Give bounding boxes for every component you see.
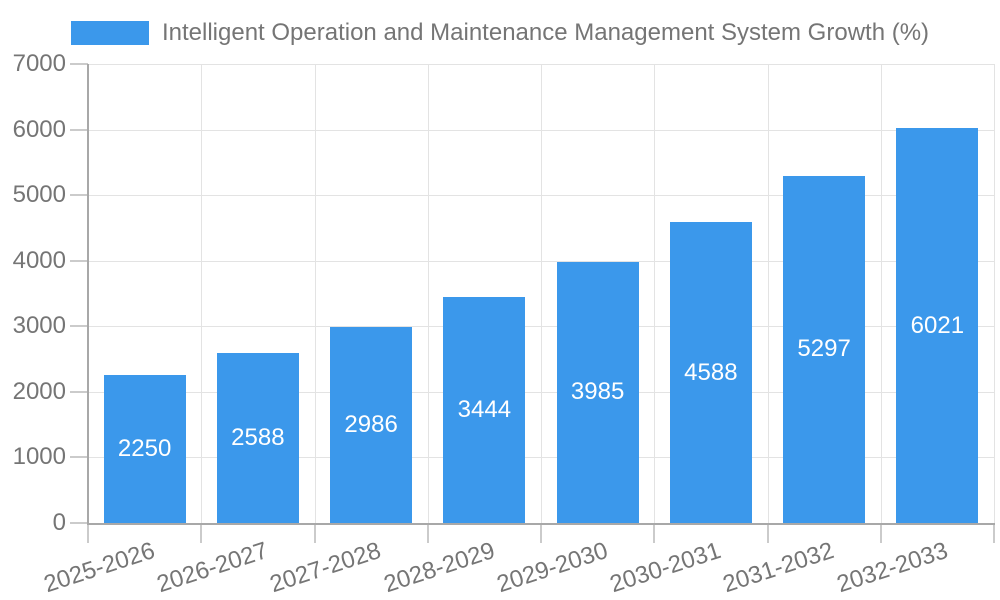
- bar[interactable]: [216, 353, 299, 523]
- x-tick: [87, 523, 89, 543]
- v-gridline: [654, 64, 656, 523]
- y-tick: [70, 194, 88, 197]
- x-tick: [540, 523, 542, 543]
- bar-value-label: 2986: [344, 411, 398, 439]
- v-gridline: [880, 64, 882, 523]
- y-axis-label: 7000: [12, 50, 66, 77]
- bar-value-label: 5297: [797, 335, 851, 363]
- v-gridline: [541, 64, 542, 523]
- x-tick: [653, 523, 656, 543]
- bar[interactable]: [556, 261, 639, 523]
- y-axis-label: 0: [52, 509, 66, 536]
- bar-value-label: 2588: [231, 424, 285, 452]
- y-axis-label: 6000: [12, 115, 66, 143]
- legend: Intelligent Operation and Maintenance Ma…: [0, 19, 1000, 47]
- y-axis-label: 5000: [12, 181, 66, 209]
- y-axis-label: 2000: [12, 377, 66, 405]
- y-tick: [70, 63, 88, 65]
- v-gridline: [201, 64, 203, 523]
- x-tick: [993, 523, 995, 543]
- x-axis-label: 2031-2032: [719, 537, 838, 599]
- y-axis-label: 4000: [12, 246, 66, 274]
- x-tick: [200, 523, 203, 543]
- bar-value-label: 3985: [570, 378, 625, 406]
- bar-value-label: 2250: [117, 435, 172, 463]
- v-gridline: [994, 64, 995, 523]
- legend-item[interactable]: Intelligent Operation and Maintenance Ma…: [70, 19, 930, 47]
- y-tick: [70, 456, 88, 459]
- x-axis-label: 2032-2033: [833, 537, 951, 599]
- bar-value-label: 4588: [684, 358, 738, 386]
- y-tick: [70, 325, 88, 328]
- x-axis-label: 2025-2026: [40, 537, 158, 599]
- bar[interactable]: [783, 175, 866, 523]
- legend-label: Intelligent Operation and Maintenance Ma…: [161, 19, 930, 46]
- y-tick: [70, 128, 88, 131]
- x-axis-label: 2028-2029: [380, 537, 498, 599]
- v-gridline: [427, 64, 429, 523]
- v-gridline: [767, 64, 769, 523]
- legend-swatch-icon: [70, 21, 149, 45]
- bar[interactable]: [103, 375, 186, 523]
- x-tick: [879, 523, 882, 543]
- x-tick: [766, 523, 769, 543]
- y-tick: [70, 390, 88, 393]
- x-axis-label: 2030-2031: [606, 537, 725, 599]
- bar[interactable]: [669, 222, 752, 523]
- bar-value-label: 6021: [910, 311, 965, 339]
- x-axis-line: [87, 523, 995, 525]
- x-axis-label: 2026-2027: [153, 537, 272, 599]
- bar[interactable]: [443, 297, 526, 523]
- x-tick: [426, 523, 429, 543]
- x-tick: [313, 523, 316, 543]
- v-gridline: [314, 64, 316, 523]
- bar-value-label: 3444: [457, 396, 512, 424]
- x-axis-label: 2029-2030: [493, 537, 611, 599]
- bar[interactable]: [896, 128, 979, 523]
- bar[interactable]: [330, 327, 413, 523]
- y-axis-label: 3000: [12, 312, 66, 340]
- y-tick: [70, 522, 88, 524]
- y-axis-line: [87, 64, 89, 525]
- y-tick: [70, 259, 88, 262]
- x-axis-label: 2027-2028: [266, 537, 385, 599]
- y-axis-label: 1000: [12, 443, 66, 471]
